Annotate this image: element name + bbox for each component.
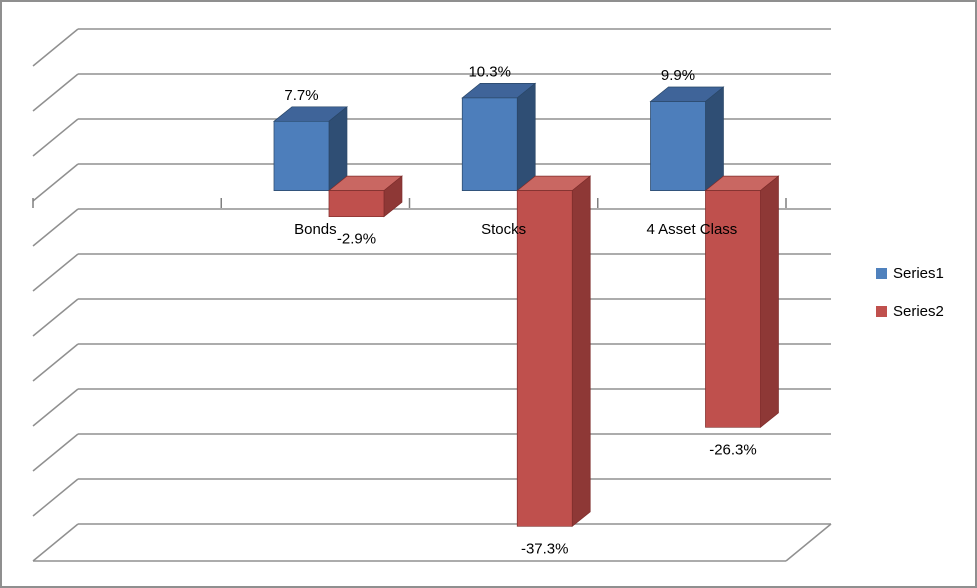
series2-swatch-icon: [876, 306, 887, 317]
legend: Series1 Series2: [876, 263, 944, 322]
data-label-series1-stocks: 10.3%: [468, 63, 511, 80]
category-label-stocks: Stocks: [481, 221, 526, 238]
legend-label-series1: Series1: [893, 265, 944, 282]
bar-series1-bonds[interactable]: [272, 106, 348, 192]
bar-series1-4-asset-class[interactable]: [649, 86, 725, 192]
gridline-10pct: [32, 73, 831, 112]
legend-item-series1[interactable]: Series1: [876, 263, 944, 284]
bar-series1-stocks[interactable]: [461, 82, 537, 192]
series1-swatch-icon: [876, 268, 887, 279]
gridline--40pct: [32, 523, 831, 562]
legend-label-series2: Series2: [893, 303, 944, 320]
bar-series2-bonds[interactable]: [327, 175, 403, 218]
gridline-15pct: [32, 28, 831, 67]
data-label-series1-bonds: 7.7%: [284, 87, 318, 104]
category-label-bonds: Bonds: [294, 221, 337, 238]
data-label-series2-4-asset-class: -26.3%: [709, 441, 757, 458]
legend-item-series2[interactable]: Series2: [876, 301, 944, 322]
data-label-series2-stocks: -37.3%: [521, 540, 569, 557]
bar-series2-stocks[interactable]: [516, 175, 592, 528]
bar-series2-4-asset-class[interactable]: [704, 175, 780, 429]
gridline--35pct: [32, 478, 831, 517]
category-axis-ticks: [32, 198, 787, 208]
data-label-series1-4-asset-class: 9.9%: [661, 67, 695, 84]
category-label-4-asset-class: 4 Asset Class: [646, 221, 737, 238]
chart-floor: [33, 523, 832, 562]
gridline--30pct: [32, 433, 831, 472]
data-label-series2-bonds: -2.9%: [337, 231, 376, 248]
